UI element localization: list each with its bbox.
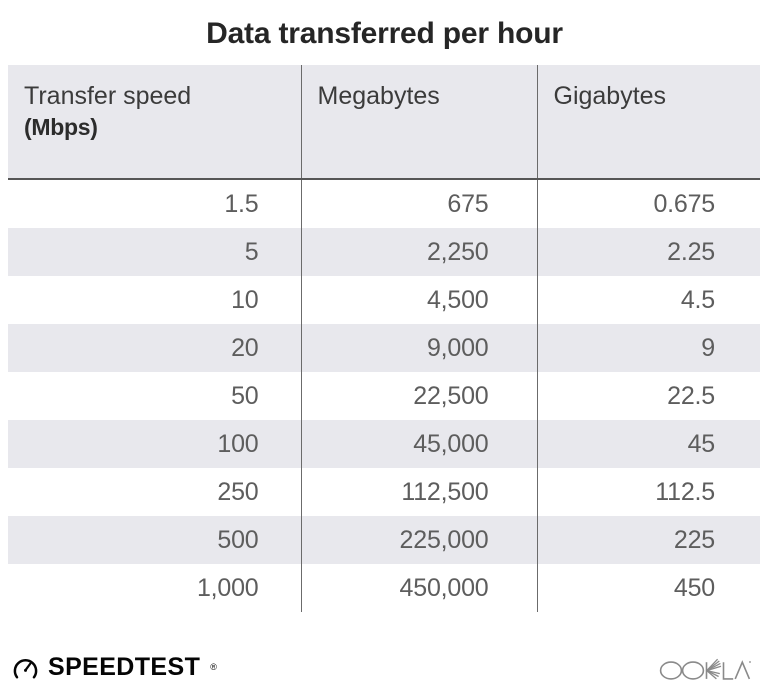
cell-gigabytes: 4.5 — [536, 276, 760, 324]
cell-megabytes: 2,250 — [300, 228, 537, 276]
cell-megabytes: 4,500 — [300, 276, 537, 324]
table-header: Transfer speed (Mbps) Megabytes Gigabyte… — [8, 65, 760, 180]
cell-megabytes: 225,000 — [300, 516, 537, 564]
cell-gigabytes: 0.675 — [536, 179, 760, 228]
cell-gigabytes: 450 — [536, 564, 760, 612]
speedometer-gauge-icon — [12, 654, 39, 681]
cell-transfer-speed: 10 — [8, 276, 301, 324]
cell-transfer-speed: 250 — [8, 468, 301, 516]
table-row: 1,000 450,000 450 — [8, 564, 760, 612]
cell-transfer-speed: 5 — [8, 228, 301, 276]
speedtest-wordmark: SPEEDTEST — [48, 653, 201, 681]
table-row: 250 112,500 112.5 — [8, 468, 760, 516]
cell-gigabytes: 45 — [536, 420, 760, 468]
cell-transfer-speed: 100 — [8, 420, 301, 468]
cell-megabytes: 22,500 — [300, 372, 537, 420]
cell-gigabytes: 225 — [536, 516, 760, 564]
table-row: 500 225,000 225 — [8, 516, 760, 564]
cell-gigabytes: 9 — [536, 324, 760, 372]
cell-gigabytes: 112.5 — [536, 468, 760, 516]
cell-megabytes: 675 — [300, 179, 537, 228]
footer: SPEEDTEST ® — [0, 640, 769, 698]
cell-megabytes: 45,000 — [300, 420, 537, 468]
cell-transfer-speed: 1.5 — [8, 179, 301, 228]
page-title: Data transferred per hour — [206, 17, 563, 50]
cell-transfer-speed: 1,000 — [8, 564, 301, 612]
cell-transfer-speed: 500 — [8, 516, 301, 564]
cell-transfer-speed: 20 — [8, 324, 301, 372]
column-header-gigabytes: Gigabytes — [536, 65, 760, 180]
speedtest-trademark: ® — [210, 662, 217, 672]
data-table-container: Transfer speed (Mbps) Megabytes Gigabyte… — [8, 65, 760, 612]
cell-transfer-speed: 50 — [8, 372, 301, 420]
table-row: 50 22,500 22.5 — [8, 372, 760, 420]
ookla-logo — [659, 656, 751, 682]
column-header-gigabytes-main: Gigabytes — [553, 82, 667, 110]
table-row: 10 4,500 4.5 — [8, 276, 760, 324]
column-header-megabytes: Megabytes — [300, 65, 537, 180]
table-header-row: Transfer speed (Mbps) Megabytes Gigabyte… — [8, 65, 760, 180]
table-row: 1.5 675 0.675 — [8, 179, 760, 228]
column-header-megabytes-main: Megabytes — [317, 82, 440, 110]
table-row: 100 45,000 45 — [8, 420, 760, 468]
column-header-transfer-speed: Transfer speed (Mbps) — [8, 65, 301, 180]
table-row: 5 2,250 2.25 — [8, 228, 760, 276]
column-header-transfer-speed-unit: (Mbps) — [24, 114, 98, 140]
ookla-wordmark-icon — [659, 658, 751, 680]
table-body: 1.5 675 0.675 5 2,250 2.25 10 4,500 4.5 … — [8, 179, 760, 612]
cell-megabytes: 450,000 — [300, 564, 537, 612]
speedtest-logo: SPEEDTEST ® — [12, 654, 217, 681]
cell-megabytes: 9,000 — [300, 324, 537, 372]
table-row: 20 9,000 9 — [8, 324, 760, 372]
column-header-transfer-speed-main: Transfer speed — [24, 82, 192, 110]
data-table: Transfer speed (Mbps) Megabytes Gigabyte… — [8, 65, 760, 612]
cell-megabytes: 112,500 — [300, 468, 537, 516]
cell-gigabytes: 2.25 — [536, 228, 760, 276]
cell-gigabytes: 22.5 — [536, 372, 760, 420]
